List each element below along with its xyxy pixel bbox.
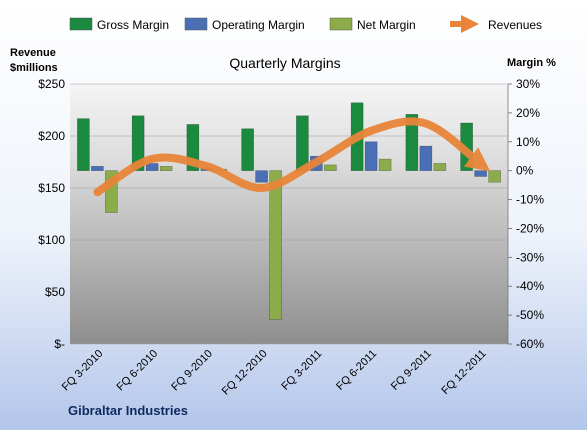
bar-operating-margin-fq-6-2011 <box>364 141 378 171</box>
left-axis-tick-label: $50 <box>45 285 65 299</box>
bar-operating-margin-fq-12-2010 <box>255 170 268 183</box>
bar-operating-margin-fq-12-2011 <box>474 170 487 177</box>
left-axis-label-line2: $millions <box>10 62 58 74</box>
legend-swatch-net-margin <box>329 17 353 31</box>
legend-label-gross-margin: Gross Margin <box>97 18 169 32</box>
chart-title: Quarterly Margins <box>229 55 340 71</box>
revenues-point-fq-12-2011 <box>479 162 483 166</box>
bar-net-margin-fq-12-2010 <box>269 170 282 320</box>
revenues-point-fq-3-2010 <box>95 190 99 194</box>
revenues-point-fq-9-2011 <box>424 122 428 126</box>
bar-gross-margin-fq-9-2011 <box>405 114 419 171</box>
left-axis-tick-label: $150 <box>38 181 65 195</box>
right-axis-tick-label: -20% <box>516 221 544 235</box>
bar-gross-margin-fq-3-2011 <box>296 115 309 171</box>
bar-net-margin-fq-6-2011 <box>378 158 392 171</box>
company-name: Gibraltar Industries <box>68 403 188 418</box>
right-axis-tick-label: -30% <box>516 250 544 264</box>
right-axis-tick-label: 0% <box>516 164 534 178</box>
right-axis-ticks: -60% -50% -40% -30% -20% -10% 0% 10% 20% 30% <box>507 77 544 351</box>
bar-net-margin-fq-9-2011 <box>433 163 447 171</box>
left-axis-tick-label: $200 <box>38 129 65 143</box>
legend-swatch-operating-margin <box>184 17 208 31</box>
left-axis-label-line1: Revenue <box>10 47 56 59</box>
bar-net-margin-fq-3-2011 <box>324 164 337 171</box>
bar-marks <box>77 102 501 320</box>
revenue-line-layer <box>93 117 491 197</box>
revenues-point-fq-6-2011 <box>369 129 373 133</box>
legend-label-operating-margin: Operating Margin <box>212 18 305 32</box>
bar-operating-margin-fq-6-2010 <box>145 163 159 171</box>
bar-net-margin-fq-12-2011 <box>488 170 501 183</box>
bar-operating-margin-fq-9-2011 <box>419 145 433 171</box>
left-axis-ticks: $- $50 $100 $150 $200 $250 <box>38 77 65 351</box>
revenues-point-fq-9-2010 <box>205 164 209 168</box>
bar-gross-margin-fq-12-2010 <box>241 128 254 171</box>
right-axis-tick-label: 10% <box>516 135 540 149</box>
revenues-point-fq-12-2010 <box>260 186 264 190</box>
legend-label-revenues: Revenues <box>488 18 542 32</box>
right-axis-label: Margin % <box>507 57 556 69</box>
right-axis-tick-label: -50% <box>516 308 544 322</box>
legend-swatch-gross-margin <box>69 17 93 31</box>
bar-gross-margin-fq-6-2010 <box>131 115 145 171</box>
left-axis-tick-label: $250 <box>38 77 65 91</box>
legend: Gross Margin Operating Margin Net Margin… <box>69 15 542 33</box>
right-axis-tick-label: -10% <box>516 193 544 207</box>
bar-operating-margin-fq-3-2010 <box>91 166 104 171</box>
left-axis-tick-label: $100 <box>38 233 65 247</box>
bar-net-margin-fq-6-2010 <box>159 166 173 171</box>
revenues-point-fq-3-2011 <box>314 160 318 164</box>
right-axis-tick-label: -60% <box>516 337 544 351</box>
bar-gross-margin-fq-3-2010 <box>77 118 90 171</box>
right-axis-tick-label: 30% <box>516 77 540 91</box>
left-axis-tick-label: $- <box>54 337 65 351</box>
revenues-point-fq-6-2010 <box>150 157 154 161</box>
legend-label-net-margin: Net Margin <box>357 18 416 32</box>
right-axis-tick-label: 20% <box>516 106 540 120</box>
right-axis-tick-label: -40% <box>516 279 544 293</box>
